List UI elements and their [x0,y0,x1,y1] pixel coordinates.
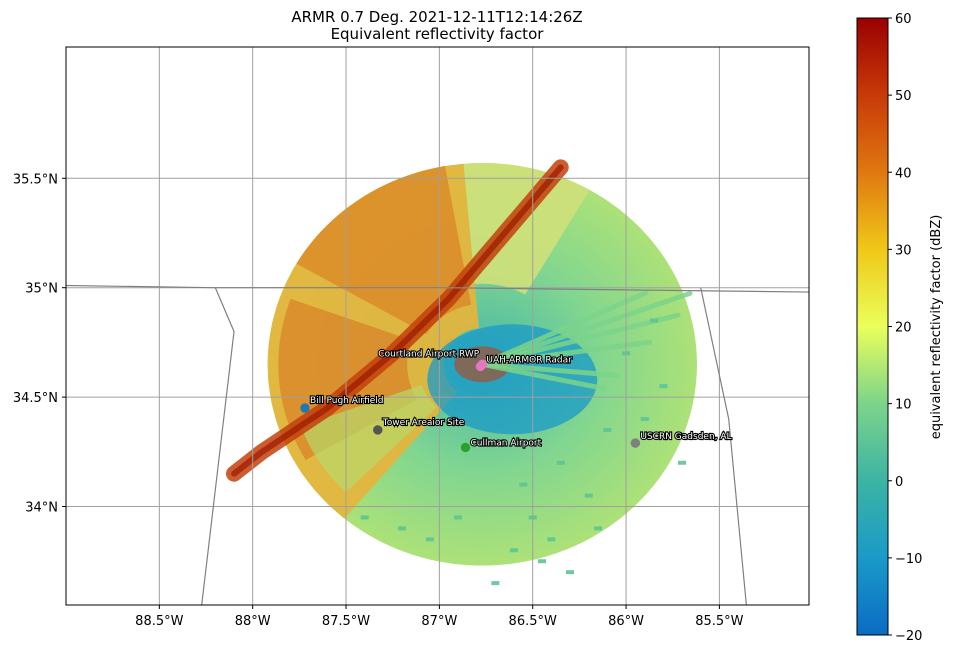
echo-speckle [584,493,593,498]
echo-speckle [454,515,463,520]
y-tick-label: 34°N [25,501,58,516]
colorbar [856,17,889,636]
y-axis-ticks: 34°N 34.5°N 35°N 35.5°N [13,172,66,516]
site-marker [630,438,641,448]
y-tick-label: 34.5°N [13,391,58,406]
site-marker [475,361,486,372]
x-tick-label: 88.5°W [135,614,183,629]
colorbar-tick-label: 50 [895,89,912,104]
chart-title: ARMR 0.7 Deg. 2021-12-11T12:14:26Z [291,8,582,26]
colorbar-tick-label: 60 [895,12,912,27]
border-georgia-line [700,287,747,605]
x-tick-label: 86°W [608,614,644,629]
site-label-halo: Tower Areaior Site [382,418,465,428]
echo-speckle [650,318,659,323]
site-label: UAH-ARMOR Radar [486,355,572,365]
echo-north-band [463,162,590,295]
colorbar-tick-label: −20 [895,629,922,644]
y-tick-label: 35.5°N [13,172,58,187]
echo-speckle [510,548,519,553]
site-marker [460,442,471,453]
y-tick-label: 35°N [25,282,58,297]
echo-spike [479,361,607,391]
site-label: Cullman Airport [471,438,542,448]
reflectivity-field [226,159,697,586]
x-axis-ticks: 88.5°W 88°W 87.5°W 87°W 86.5°W 86°W 85.5°W [135,605,744,629]
echo-speckle [398,526,407,531]
x-tick-label: 85.5°W [695,614,743,629]
colorbar-tick-label: 10 [895,398,912,413]
colorbar-tick-label: 30 [895,243,912,258]
site-marker [300,403,310,413]
site-label: Tower Areaior Site [382,418,465,428]
colorbar-ticks: −20 −10 0 10 20 30 40 50 60 [888,12,922,644]
site-label-halo: Cullman Airport [471,438,542,448]
echo-southwest-band [300,384,437,493]
x-tick-label: 88°W [235,614,271,629]
x-tick-label: 87.5°W [322,614,370,629]
site-label-halo: UAH-ARMOR Radar [486,355,572,365]
colorbar-tick-label: 20 [895,321,912,336]
echo-speckle [491,581,500,586]
site-marker [373,425,383,435]
echo-speckle [640,417,649,421]
border-tennessee-line [66,284,809,293]
echo-speckle [426,537,435,542]
site-label-halo: Bill Pugh Airfield [310,396,384,406]
echo-speckle [594,526,603,531]
border-mississippi-line [201,287,235,605]
chart-subtitle: Equivalent reflectivity factor [331,25,545,43]
state-borders [66,284,809,605]
x-tick-label: 86.5°W [509,614,557,629]
echo-convective-core [231,164,564,477]
echo-speckle [678,460,687,465]
echo-spike [479,312,681,367]
echo-spike [479,361,620,378]
site-label-halo: Courtland Airport RWP [378,349,479,359]
colorbar-tick-label: 0 [895,475,903,490]
x-tick-label: 87°W [421,614,457,629]
echo-speckle [519,482,528,487]
echo-speckle [360,515,369,520]
echo-speckle [603,427,612,432]
colorbar-tick-label: 40 [895,166,912,181]
echo-speckle [556,460,565,465]
echo-speckle [538,559,547,564]
site-label: Courtland Airport RWP [378,349,479,359]
colorbar-tick-label: −10 [895,552,922,567]
site-label-halo: USCRN Gadsden, AL [640,432,731,442]
map-frame [65,46,810,606]
site-label: Bill Pugh Airfield [310,396,384,406]
echo-spike [479,339,653,367]
echo-speckle [566,570,575,575]
echo-speckle [659,384,668,389]
echo-speckle [547,537,556,542]
echo-stratiform-northwest [296,166,472,335]
colorbar-label: equivalent reflectivity factor (dBZ) [929,215,944,440]
site-label: USCRN Gadsden, AL [640,432,731,442]
echo-spike [479,290,649,367]
echo-spike [479,290,693,367]
